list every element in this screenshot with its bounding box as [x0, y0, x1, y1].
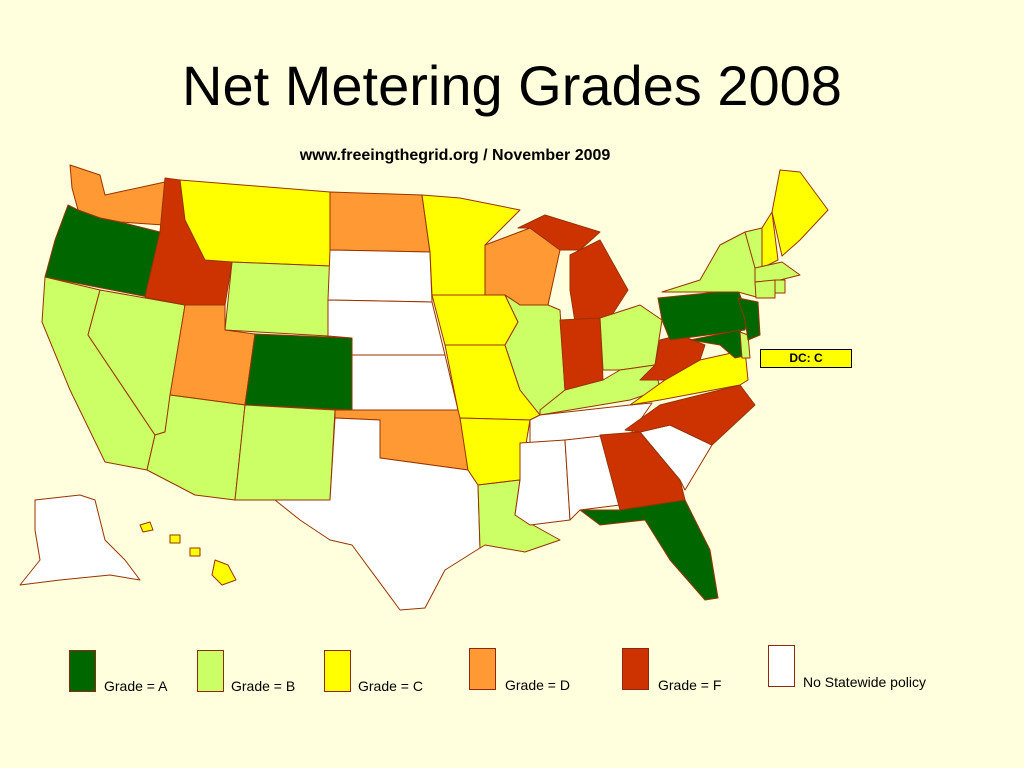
state-IA[interactable]	[431, 294, 519, 346]
legend-label-d: Grade = D	[505, 677, 570, 693]
state-OH[interactable]	[599, 304, 663, 371]
state-WA[interactable]	[69, 164, 166, 226]
legend-swatch-f	[622, 648, 649, 690]
legend-label-b: Grade = B	[231, 678, 296, 694]
legend-swatch-a	[69, 650, 96, 692]
state-GA[interactable]	[599, 431, 686, 511]
subtitle-source: www.freeingthegrid.org / November 2009	[299, 147, 611, 164]
state-KS[interactable]	[351, 354, 459, 411]
state-TX[interactable]	[274, 417, 481, 611]
state-CO[interactable]	[244, 333, 353, 411]
dc-callout: DC: C	[760, 349, 852, 368]
state-MA[interactable]	[754, 261, 801, 283]
legend-swatch-b	[197, 650, 224, 692]
state-NY[interactable]	[661, 231, 761, 299]
state-ME[interactable]	[771, 169, 829, 257]
state-MI-lower[interactable]	[569, 239, 629, 323]
state-AK[interactable]	[19, 494, 141, 586]
state-NJ[interactable]	[737, 297, 761, 341]
state-SD[interactable]	[327, 249, 433, 303]
state-CT[interactable]	[754, 279, 776, 299]
state-IN[interactable]	[559, 317, 604, 391]
legend-swatch-c	[324, 650, 351, 692]
state-HI-4[interactable]	[211, 559, 237, 586]
state-FL[interactable]	[579, 499, 719, 601]
legend-label-none: No Statewide policy	[803, 674, 926, 690]
state-WY[interactable]	[224, 261, 331, 337]
state-MT[interactable]	[179, 179, 331, 267]
state-ND[interactable]	[329, 191, 431, 253]
state-HI-1[interactable]	[139, 521, 154, 533]
state-RI[interactable]	[774, 279, 786, 294]
page-title: Net Metering Grades 2008	[182, 54, 842, 117]
legend-label-c: Grade = C	[358, 678, 423, 694]
state-MS[interactable]	[514, 439, 571, 526]
legend-swatch-none	[768, 645, 795, 687]
state-HI-3[interactable]	[189, 547, 201, 557]
state-NH[interactable]	[761, 211, 779, 269]
legend-swatch-d	[469, 648, 496, 690]
state-NC[interactable]	[624, 384, 756, 446]
state-HI-2[interactable]	[169, 534, 181, 544]
legend-label-a: Grade = A	[104, 678, 168, 694]
legend-label-f: Grade = F	[658, 677, 722, 693]
state-NM[interactable]	[234, 404, 336, 501]
